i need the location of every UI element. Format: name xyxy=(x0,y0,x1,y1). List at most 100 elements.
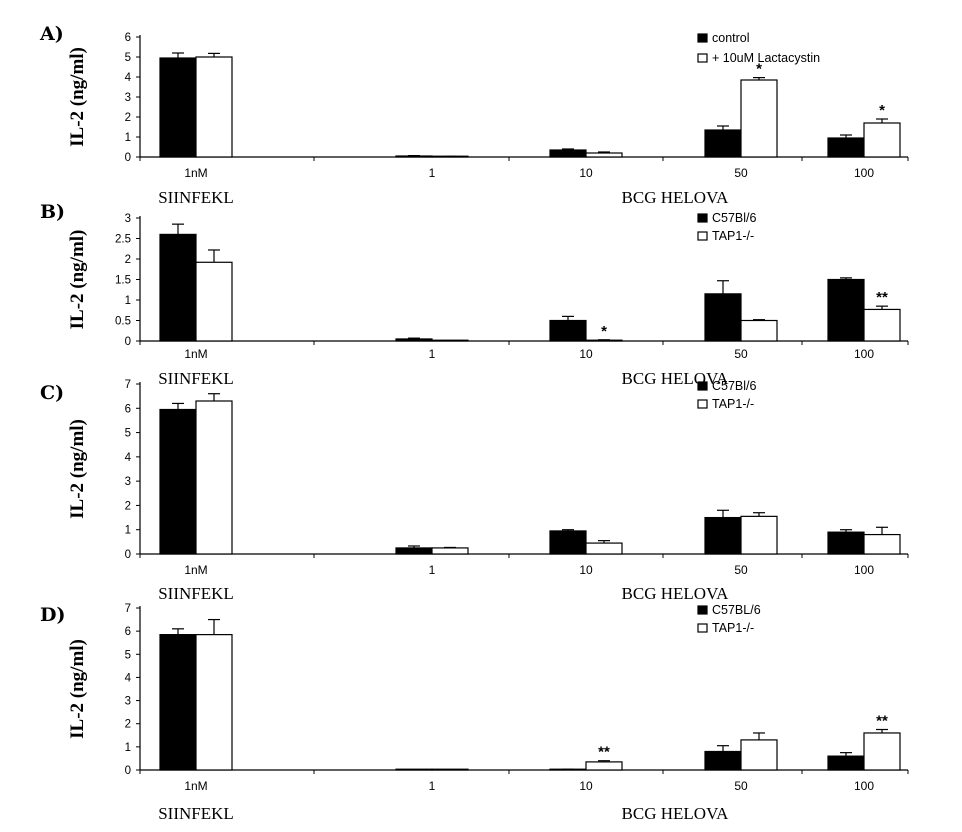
y-tick-label: 5 xyxy=(125,428,131,440)
y-tick-label: 0 xyxy=(125,152,131,164)
bar xyxy=(585,152,623,158)
y-tick-label: 2.5 xyxy=(115,234,131,246)
panel-label: B) xyxy=(40,201,65,223)
legend: control + 10uM Lactacystin xyxy=(697,31,820,65)
bar xyxy=(431,547,469,555)
y-axis-title: IL-2 (ng/ml) xyxy=(67,639,88,739)
y-tick-label: 2 xyxy=(125,719,131,731)
bar xyxy=(159,634,197,771)
bar xyxy=(740,319,778,342)
y-tick-label: 7 xyxy=(125,603,131,615)
bar xyxy=(549,319,587,342)
y-tick-label: 2 xyxy=(125,500,131,512)
bar xyxy=(827,755,865,771)
y-axis-title: IL-2 (ng/ml) xyxy=(67,47,88,147)
panel-label: C) xyxy=(40,382,64,404)
legend: C57BL/6 TAP1-/- xyxy=(697,603,761,635)
x-group-label: BCG HELOVA xyxy=(622,188,730,207)
bar xyxy=(740,79,778,158)
bar xyxy=(704,129,742,158)
legend-swatch xyxy=(697,399,708,409)
y-tick-label: 3 xyxy=(125,213,131,225)
bar xyxy=(395,547,433,555)
legend: C57Bl/6 TAP1-/- xyxy=(697,211,757,243)
legend-label: TAP1-/- xyxy=(712,397,754,411)
x-tick-label: 1nM xyxy=(184,347,207,361)
y-tick-label: 1 xyxy=(125,295,131,307)
y-tick-label: 2 xyxy=(125,112,131,124)
bar xyxy=(740,515,778,555)
legend-swatch xyxy=(697,231,708,241)
x-group-label: SIINFEKL xyxy=(158,584,234,603)
y-tick-label: 3 xyxy=(125,92,131,104)
y-tick-label: 3 xyxy=(125,476,131,488)
x-group-label: SIINFEKL xyxy=(158,369,234,388)
bar xyxy=(863,533,901,555)
x-group-label: SIINFEKL xyxy=(158,804,234,823)
significance-marker: ** xyxy=(598,744,610,761)
y-tick-label: 1.5 xyxy=(115,275,131,287)
bar xyxy=(549,149,587,158)
legend-label: TAP1-/- xyxy=(712,229,754,243)
x-tick-label: 1 xyxy=(429,563,436,577)
y-tick-label: 5 xyxy=(125,52,131,64)
legend-label: control xyxy=(712,31,750,45)
x-tick-label: 1nM xyxy=(184,166,207,180)
legend-label: C57BL/6 xyxy=(712,603,761,617)
x-tick-label: 100 xyxy=(854,779,874,793)
y-tick-label: 2 xyxy=(125,254,131,266)
legend-swatch xyxy=(697,213,708,223)
x-tick-label: 50 xyxy=(734,563,748,577)
legend-label: TAP1-/- xyxy=(712,621,754,635)
legend-swatch xyxy=(697,623,708,633)
y-tick-label: 6 xyxy=(125,626,131,638)
bar xyxy=(827,531,865,555)
x-tick-label: 1 xyxy=(429,347,436,361)
significance-marker: ** xyxy=(876,713,888,730)
x-group-label: BCG HELOVA xyxy=(622,804,730,823)
bar xyxy=(195,261,233,342)
y-tick-label: 4 xyxy=(125,72,132,84)
y-tick-label: 0 xyxy=(125,549,131,561)
y-tick-label: 1 xyxy=(125,132,131,144)
legend-swatch xyxy=(697,33,708,43)
x-tick-label: 100 xyxy=(854,563,874,577)
bar xyxy=(704,750,742,771)
x-tick-label: 1 xyxy=(429,166,436,180)
significance-marker: * xyxy=(601,323,607,340)
chart-panel-2: B)IL-2 (ng/ml) 0 0.5 1 1.5 2 2.5 3 1nM 1 10 50 100 SI… xyxy=(40,201,909,388)
y-tick-label: 5 xyxy=(125,649,131,661)
bar xyxy=(585,761,623,771)
legend-label: C57Bl/6 xyxy=(712,211,757,225)
y-tick-label: 1 xyxy=(125,742,131,754)
bar xyxy=(395,338,433,342)
bar xyxy=(195,400,233,555)
x-tick-label: 100 xyxy=(854,347,874,361)
y-tick-label: 1 xyxy=(125,525,131,537)
bar xyxy=(549,530,587,555)
bar xyxy=(740,739,778,771)
legend-swatch xyxy=(697,53,708,63)
bar xyxy=(159,408,197,555)
x-tick-label: 10 xyxy=(579,347,593,361)
significance-marker: * xyxy=(756,61,762,78)
y-tick-label: 0 xyxy=(125,765,131,777)
legend: C57Bl/6 TAP1-/- xyxy=(697,379,757,411)
y-axis-title: IL-2 (ng/ml) xyxy=(67,419,88,519)
x-tick-label: 50 xyxy=(734,347,748,361)
significance-marker: * xyxy=(879,102,885,119)
bar xyxy=(195,56,233,158)
y-tick-label: 3 xyxy=(125,696,131,708)
x-tick-label: 10 xyxy=(579,166,593,180)
y-tick-label: 6 xyxy=(125,403,131,415)
bar xyxy=(159,57,197,158)
bar xyxy=(863,122,901,158)
bar xyxy=(431,768,469,771)
chart-panel-3: C)IL-2 (ng/ml) 0 1 2 3 4 5 6 7 1nM 1 10 50 100 SIINFEK… xyxy=(40,379,909,603)
bar xyxy=(863,308,901,342)
y-tick-label: 0 xyxy=(125,336,131,348)
legend-swatch xyxy=(697,381,708,391)
x-group-label: SIINFEKL xyxy=(158,188,234,207)
y-axis-title: IL-2 (ng/ml) xyxy=(67,230,88,330)
